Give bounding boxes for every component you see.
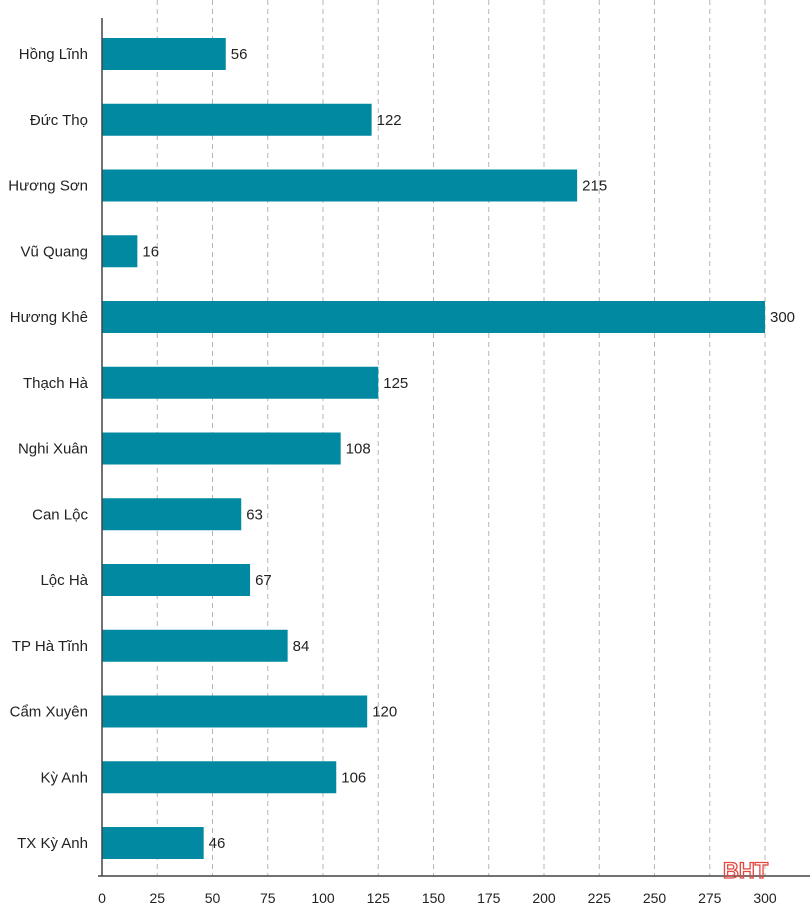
- x-tick-label: 75: [260, 890, 276, 906]
- x-tick-label: 100: [311, 890, 335, 906]
- value-label: 46: [209, 835, 226, 852]
- bar: [102, 827, 204, 859]
- category-label: Nghi Xuân: [18, 441, 88, 458]
- x-tick-label: 225: [588, 890, 612, 906]
- x-axis-ticks: 0 25 50 75 100 125 150 175 200 225 250 275 300: [98, 890, 777, 906]
- bar: [102, 498, 242, 531]
- x-tick-label: 175: [477, 890, 501, 906]
- value-label: 106: [341, 769, 366, 786]
- category-label: Kỳ Anh: [40, 769, 88, 786]
- bar: [102, 761, 337, 794]
- category-label: Vũ Quang: [20, 243, 88, 260]
- category-label: Đức Thọ: [30, 112, 88, 129]
- value-label: 56: [231, 46, 248, 63]
- value-label: 300: [770, 309, 795, 326]
- category-label: Can Lộc: [32, 506, 88, 523]
- category-label: Hương Sơn: [8, 178, 88, 195]
- x-tick-label: 275: [698, 890, 722, 906]
- x-tick-label: 200: [532, 890, 556, 906]
- value-label: 84: [293, 638, 310, 655]
- bar: [102, 432, 341, 465]
- bar: [102, 366, 379, 399]
- x-tick-label: 150: [422, 890, 446, 906]
- bar: [102, 103, 372, 136]
- value-label: 108: [346, 441, 371, 458]
- bar: [102, 301, 765, 333]
- x-tick-label: 250: [643, 890, 667, 906]
- value-label: 125: [383, 375, 408, 392]
- x-tick-label: 125: [367, 890, 391, 906]
- bar: [102, 629, 288, 662]
- category-label: TP Hà Tĩnh: [12, 638, 88, 655]
- value-label: 122: [377, 112, 402, 129]
- category-label: Hồng Lĩnh: [19, 46, 88, 63]
- category-label: TX Kỳ Anh: [17, 835, 88, 852]
- x-tick-label: 0: [98, 890, 106, 906]
- bar: [102, 38, 226, 70]
- bht-watermark: BHT: [723, 858, 769, 883]
- bar: [102, 564, 251, 596]
- value-labels: 56 122 215 16 300 125 108 63 67 84 120 106 46: [142, 46, 795, 852]
- value-label: 67: [255, 572, 272, 589]
- x-tick-label: 25: [149, 890, 165, 906]
- bar: [102, 235, 138, 268]
- value-label: 215: [582, 178, 607, 195]
- category-labels: Hồng Lĩnh Đức Thọ Hương Sơn Vũ Quang Hương K…: [8, 46, 88, 852]
- bar: [102, 695, 368, 728]
- x-tick-label: 300: [753, 890, 777, 906]
- category-label: Thạch Hà: [23, 375, 89, 392]
- x-tick-label: 50: [205, 890, 221, 906]
- bars: [102, 38, 765, 859]
- category-label: Cẩm Xuyên: [10, 704, 88, 721]
- bar: [102, 169, 578, 202]
- value-label: 120: [372, 704, 397, 721]
- value-label: 63: [246, 506, 263, 523]
- category-label: Hương Khê: [10, 309, 88, 326]
- grid-lines: [156, 0, 766, 876]
- value-label: 16: [142, 243, 159, 260]
- category-label: Lộc Hà: [40, 572, 88, 589]
